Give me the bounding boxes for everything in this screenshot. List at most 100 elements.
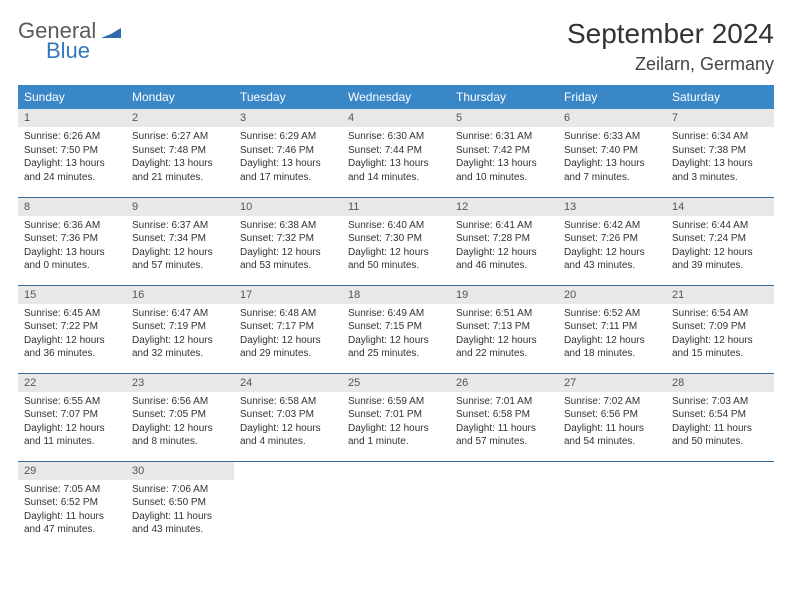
daylight-line2: and 57 minutes. bbox=[456, 435, 552, 449]
daylight-line2: and 7 minutes. bbox=[564, 171, 660, 185]
day-details: Sunrise: 6:45 AMSunset: 7:22 PMDaylight:… bbox=[18, 304, 126, 364]
daylight-line1: Daylight: 12 hours bbox=[132, 334, 228, 348]
daylight-line1: Daylight: 13 hours bbox=[672, 157, 768, 171]
sunset-text: Sunset: 6:52 PM bbox=[24, 496, 120, 510]
weekday-header: Monday bbox=[126, 85, 234, 109]
calendar-cell: 22Sunrise: 6:55 AMSunset: 7:07 PMDayligh… bbox=[18, 373, 126, 461]
day-number: 4 bbox=[342, 109, 450, 127]
calendar-row: 15Sunrise: 6:45 AMSunset: 7:22 PMDayligh… bbox=[18, 285, 774, 373]
calendar-cell: 6Sunrise: 6:33 AMSunset: 7:40 PMDaylight… bbox=[558, 109, 666, 197]
calendar-row: 22Sunrise: 6:55 AMSunset: 7:07 PMDayligh… bbox=[18, 373, 774, 461]
daylight-line2: and 0 minutes. bbox=[24, 259, 120, 273]
calendar-cell: 19Sunrise: 6:51 AMSunset: 7:13 PMDayligh… bbox=[450, 285, 558, 373]
daylight-line2: and 43 minutes. bbox=[564, 259, 660, 273]
day-details: Sunrise: 6:48 AMSunset: 7:17 PMDaylight:… bbox=[234, 304, 342, 364]
calendar-cell: 14Sunrise: 6:44 AMSunset: 7:24 PMDayligh… bbox=[666, 197, 774, 285]
daylight-line2: and 47 minutes. bbox=[24, 523, 120, 537]
sunset-text: Sunset: 7:26 PM bbox=[564, 232, 660, 246]
day-details: Sunrise: 6:52 AMSunset: 7:11 PMDaylight:… bbox=[558, 304, 666, 364]
day-number: 19 bbox=[450, 286, 558, 304]
day-number: 26 bbox=[450, 374, 558, 392]
daylight-line1: Daylight: 11 hours bbox=[564, 422, 660, 436]
sunrise-text: Sunrise: 6:47 AM bbox=[132, 307, 228, 321]
sunset-text: Sunset: 7:50 PM bbox=[24, 144, 120, 158]
daylight-line2: and 43 minutes. bbox=[132, 523, 228, 537]
daylight-line2: and 18 minutes. bbox=[564, 347, 660, 361]
daylight-line2: and 1 minute. bbox=[348, 435, 444, 449]
day-details: Sunrise: 6:55 AMSunset: 7:07 PMDaylight:… bbox=[18, 392, 126, 452]
day-number: 6 bbox=[558, 109, 666, 127]
day-number: 3 bbox=[234, 109, 342, 127]
day-number: 17 bbox=[234, 286, 342, 304]
day-details: Sunrise: 6:36 AMSunset: 7:36 PMDaylight:… bbox=[18, 216, 126, 276]
sunset-text: Sunset: 7:05 PM bbox=[132, 408, 228, 422]
sunrise-text: Sunrise: 6:48 AM bbox=[240, 307, 336, 321]
sunset-text: Sunset: 7:44 PM bbox=[348, 144, 444, 158]
sunrise-text: Sunrise: 6:41 AM bbox=[456, 219, 552, 233]
daylight-line2: and 46 minutes. bbox=[456, 259, 552, 273]
day-details: Sunrise: 6:54 AMSunset: 7:09 PMDaylight:… bbox=[666, 304, 774, 364]
day-number: 10 bbox=[234, 198, 342, 216]
day-details: Sunrise: 6:27 AMSunset: 7:48 PMDaylight:… bbox=[126, 127, 234, 187]
day-details: Sunrise: 6:44 AMSunset: 7:24 PMDaylight:… bbox=[666, 216, 774, 276]
sunrise-text: Sunrise: 6:58 AM bbox=[240, 395, 336, 409]
daylight-line1: Daylight: 12 hours bbox=[240, 334, 336, 348]
daylight-line1: Daylight: 12 hours bbox=[348, 334, 444, 348]
calendar-cell: 7Sunrise: 6:34 AMSunset: 7:38 PMDaylight… bbox=[666, 109, 774, 197]
daylight-line1: Daylight: 13 hours bbox=[240, 157, 336, 171]
daylight-line1: Daylight: 12 hours bbox=[24, 422, 120, 436]
day-number: 25 bbox=[342, 374, 450, 392]
sunrise-text: Sunrise: 6:34 AM bbox=[672, 130, 768, 144]
sunset-text: Sunset: 6:56 PM bbox=[564, 408, 660, 422]
calendar-row: 8Sunrise: 6:36 AMSunset: 7:36 PMDaylight… bbox=[18, 197, 774, 285]
daylight-line2: and 54 minutes. bbox=[564, 435, 660, 449]
daylight-line1: Daylight: 12 hours bbox=[132, 422, 228, 436]
sunset-text: Sunset: 7:07 PM bbox=[24, 408, 120, 422]
calendar-cell: 4Sunrise: 6:30 AMSunset: 7:44 PMDaylight… bbox=[342, 109, 450, 197]
day-details: Sunrise: 6:37 AMSunset: 7:34 PMDaylight:… bbox=[126, 216, 234, 276]
day-details: Sunrise: 6:58 AMSunset: 7:03 PMDaylight:… bbox=[234, 392, 342, 452]
daylight-line2: and 36 minutes. bbox=[24, 347, 120, 361]
daylight-line1: Daylight: 11 hours bbox=[24, 510, 120, 524]
day-number: 29 bbox=[18, 462, 126, 480]
daylight-line2: and 32 minutes. bbox=[132, 347, 228, 361]
day-details: Sunrise: 6:41 AMSunset: 7:28 PMDaylight:… bbox=[450, 216, 558, 276]
calendar-cell: 24Sunrise: 6:58 AMSunset: 7:03 PMDayligh… bbox=[234, 373, 342, 461]
daylight-line1: Daylight: 13 hours bbox=[456, 157, 552, 171]
daylight-line1: Daylight: 12 hours bbox=[348, 246, 444, 260]
daylight-line2: and 11 minutes. bbox=[24, 435, 120, 449]
sunrise-text: Sunrise: 6:56 AM bbox=[132, 395, 228, 409]
calendar-cell: 3Sunrise: 6:29 AMSunset: 7:46 PMDaylight… bbox=[234, 109, 342, 197]
calendar-cell: 16Sunrise: 6:47 AMSunset: 7:19 PMDayligh… bbox=[126, 285, 234, 373]
calendar-cell: 15Sunrise: 6:45 AMSunset: 7:22 PMDayligh… bbox=[18, 285, 126, 373]
weekday-header: Tuesday bbox=[234, 85, 342, 109]
calendar-cell: 9Sunrise: 6:37 AMSunset: 7:34 PMDaylight… bbox=[126, 197, 234, 285]
sunrise-text: Sunrise: 7:02 AM bbox=[564, 395, 660, 409]
daylight-line2: and 3 minutes. bbox=[672, 171, 768, 185]
sunrise-text: Sunrise: 6:31 AM bbox=[456, 130, 552, 144]
day-number: 12 bbox=[450, 198, 558, 216]
daylight-line1: Daylight: 12 hours bbox=[564, 246, 660, 260]
daylight-line2: and 14 minutes. bbox=[348, 171, 444, 185]
day-details: Sunrise: 6:40 AMSunset: 7:30 PMDaylight:… bbox=[342, 216, 450, 276]
calendar-cell: 20Sunrise: 6:52 AMSunset: 7:11 PMDayligh… bbox=[558, 285, 666, 373]
weekday-header: Thursday bbox=[450, 85, 558, 109]
day-number: 7 bbox=[666, 109, 774, 127]
daylight-line1: Daylight: 12 hours bbox=[240, 246, 336, 260]
sunset-text: Sunset: 7:13 PM bbox=[456, 320, 552, 334]
sunrise-text: Sunrise: 6:40 AM bbox=[348, 219, 444, 233]
daylight-line1: Daylight: 12 hours bbox=[24, 334, 120, 348]
daylight-line2: and 53 minutes. bbox=[240, 259, 336, 273]
day-number: 5 bbox=[450, 109, 558, 127]
sunrise-text: Sunrise: 6:26 AM bbox=[24, 130, 120, 144]
sunset-text: Sunset: 7:32 PM bbox=[240, 232, 336, 246]
daylight-line2: and 10 minutes. bbox=[456, 171, 552, 185]
calendar-cell: 29Sunrise: 7:05 AMSunset: 6:52 PMDayligh… bbox=[18, 461, 126, 549]
day-number: 8 bbox=[18, 198, 126, 216]
sunrise-text: Sunrise: 6:27 AM bbox=[132, 130, 228, 144]
daylight-line2: and 39 minutes. bbox=[672, 259, 768, 273]
daylight-line2: and 24 minutes. bbox=[24, 171, 120, 185]
day-number: 14 bbox=[666, 198, 774, 216]
daylight-line1: Daylight: 12 hours bbox=[348, 422, 444, 436]
day-details: Sunrise: 6:29 AMSunset: 7:46 PMDaylight:… bbox=[234, 127, 342, 187]
